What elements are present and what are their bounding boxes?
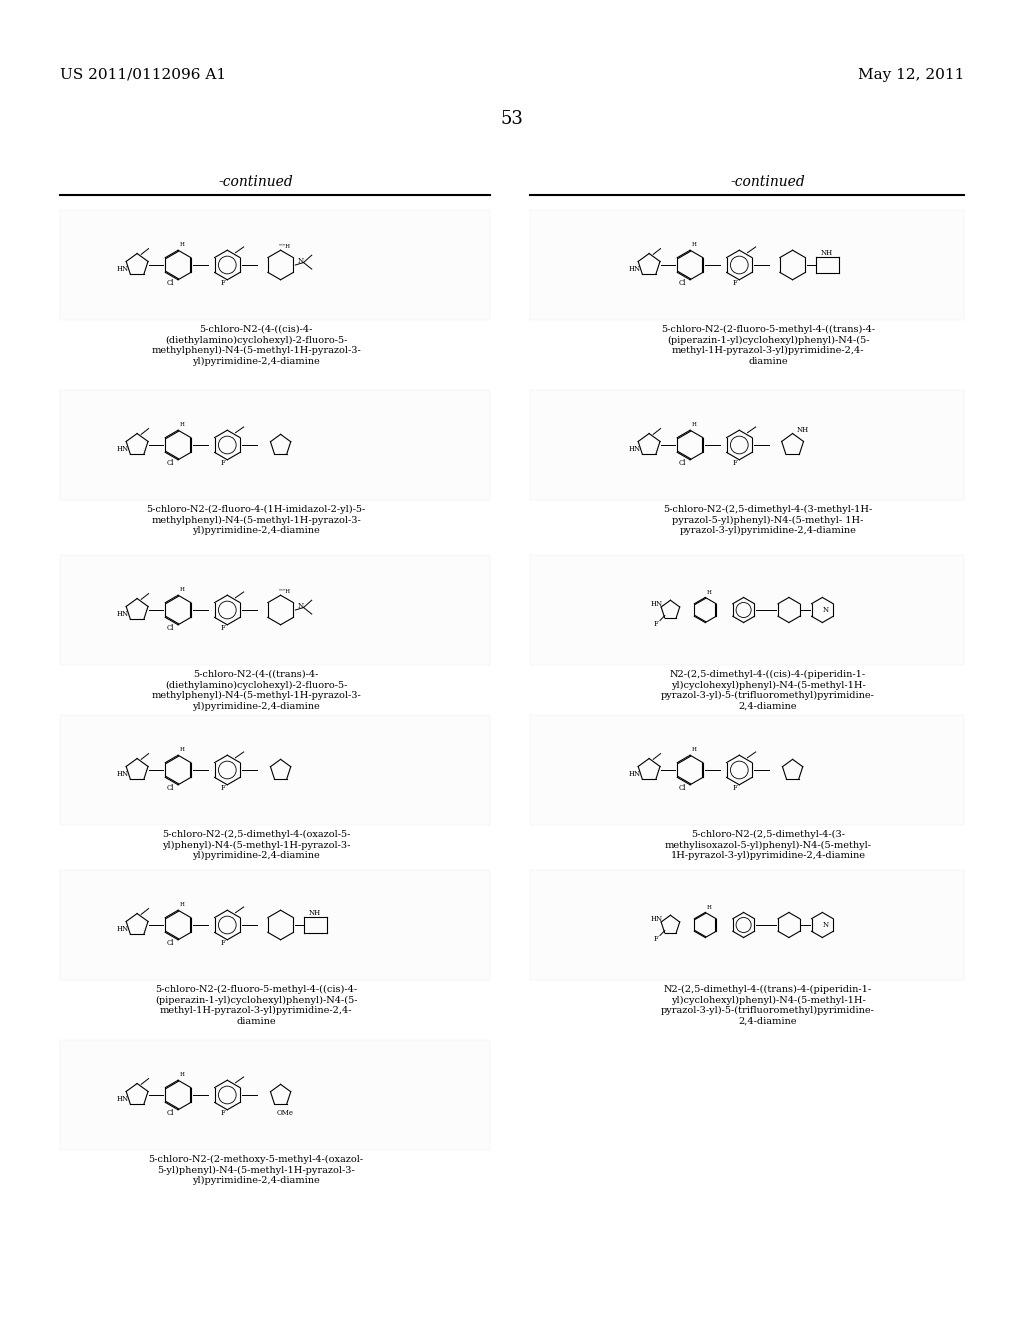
FancyBboxPatch shape xyxy=(60,870,490,979)
Text: Cl: Cl xyxy=(166,784,174,792)
Text: """H: """H xyxy=(279,590,291,594)
Text: F: F xyxy=(733,279,737,286)
Text: HN: HN xyxy=(117,445,128,453)
Text: 5-chloro-N2-(4-((cis)-4-
(diethylamino)cyclohexyl)-2-fluoro-5-
methylphenyl)-N4-: 5-chloro-N2-(4-((cis)-4- (diethylamino)c… xyxy=(152,325,360,366)
Text: H: H xyxy=(707,590,712,595)
Text: May 12, 2011: May 12, 2011 xyxy=(858,69,964,82)
Text: Cl: Cl xyxy=(166,624,174,632)
Text: HN: HN xyxy=(629,770,640,777)
Text: H: H xyxy=(692,422,696,426)
Text: H: H xyxy=(180,587,184,591)
Text: OMe: OMe xyxy=(276,1109,293,1117)
Text: N2-(2,5-dimethyl-4-((trans)-4-(piperidin-1-
yl)cyclohexyl)phenyl)-N4-(5-methyl-1: N2-(2,5-dimethyl-4-((trans)-4-(piperidin… xyxy=(662,985,874,1026)
Text: 5-chloro-N2-(2-fluoro-5-methyl-4-((trans)-4-
(piperazin-1-yl)cyclohexyl)phenyl)-: 5-chloro-N2-(2-fluoro-5-methyl-4-((trans… xyxy=(660,325,876,366)
Text: 5-chloro-N2-(2,5-dimethyl-4-(oxazol-5-
yl)phenyl)-N4-(5-methyl-1H-pyrazol-3-
yl): 5-chloro-N2-(2,5-dimethyl-4-(oxazol-5- y… xyxy=(162,830,350,861)
FancyBboxPatch shape xyxy=(60,1040,490,1150)
Text: -continued: -continued xyxy=(731,176,805,189)
Text: N: N xyxy=(823,921,828,929)
Text: 5-chloro-N2-(2-methoxy-5-methyl-4-(oxazol-
5-yl)phenyl)-N4-(5-methyl-1H-pyrazol-: 5-chloro-N2-(2-methoxy-5-methyl-4-(oxazo… xyxy=(148,1155,364,1185)
Text: 5-chloro-N2-(2-fluoro-5-methyl-4-((cis)-4-
(piperazin-1-yl)cyclohexyl)phenyl)-N4: 5-chloro-N2-(2-fluoro-5-methyl-4-((cis)-… xyxy=(155,985,357,1026)
Text: HN: HN xyxy=(629,265,640,273)
Text: Cl: Cl xyxy=(678,784,686,792)
Text: 5-chloro-N2-(2,5-dimethyl-4-(3-
methylisoxazol-5-yl)phenyl)-N4-(5-methyl-
1H-pyr: 5-chloro-N2-(2,5-dimethyl-4-(3- methylis… xyxy=(665,830,871,861)
Text: H: H xyxy=(180,1072,184,1077)
Text: H: H xyxy=(180,242,184,247)
FancyBboxPatch shape xyxy=(60,389,490,500)
Text: 5-chloro-N2-(2-fluoro-4-(1H-imidazol-2-yl)-5-
methylphenyl)-N4-(5-methyl-1H-pyra: 5-chloro-N2-(2-fluoro-4-(1H-imidazol-2-y… xyxy=(146,506,366,535)
Text: HN: HN xyxy=(629,445,640,453)
Text: HN: HN xyxy=(117,770,128,777)
Text: N: N xyxy=(298,257,304,265)
Text: F: F xyxy=(221,939,225,946)
Text: HN: HN xyxy=(117,265,128,273)
Text: H: H xyxy=(180,902,184,907)
Text: 5-chloro-N2-(2,5-dimethyl-4-(3-methyl-1H-
pyrazol-5-yl)phenyl)-N4-(5-methyl- 1H-: 5-chloro-N2-(2,5-dimethyl-4-(3-methyl-1H… xyxy=(664,506,872,535)
Text: US 2011/0112096 A1: US 2011/0112096 A1 xyxy=(60,69,226,82)
FancyBboxPatch shape xyxy=(60,715,490,825)
Text: Cl: Cl xyxy=(166,1109,174,1117)
Text: HN: HN xyxy=(117,925,128,933)
Text: H: H xyxy=(692,242,696,247)
Text: F: F xyxy=(221,1109,225,1117)
Text: Cl: Cl xyxy=(678,459,686,467)
FancyBboxPatch shape xyxy=(60,554,490,665)
Text: N2-(2,5-dimethyl-4-((cis)-4-(piperidin-1-
yl)cyclohexyl)phenyl)-N4-(5-methyl-1H-: N2-(2,5-dimethyl-4-((cis)-4-(piperidin-1… xyxy=(662,671,874,710)
Text: Cl: Cl xyxy=(166,939,174,946)
Text: Cl: Cl xyxy=(678,279,686,286)
Text: F: F xyxy=(221,624,225,632)
Text: F: F xyxy=(733,459,737,467)
Text: NH: NH xyxy=(821,248,834,256)
Text: Cl: Cl xyxy=(166,279,174,286)
FancyBboxPatch shape xyxy=(530,554,964,665)
Text: -continued: -continued xyxy=(219,176,293,189)
Text: Cl: Cl xyxy=(166,459,174,467)
FancyBboxPatch shape xyxy=(530,870,964,979)
Text: 5-chloro-N2-(4-((trans)-4-
(diethylamino)cyclohexyl)-2-fluoro-5-
methylphenyl)-N: 5-chloro-N2-(4-((trans)-4- (diethylamino… xyxy=(152,671,360,710)
Text: F: F xyxy=(654,620,658,628)
Text: F: F xyxy=(221,459,225,467)
FancyBboxPatch shape xyxy=(530,389,964,500)
FancyBboxPatch shape xyxy=(530,210,964,319)
FancyBboxPatch shape xyxy=(530,715,964,825)
Text: N: N xyxy=(823,606,828,614)
Text: """H: """H xyxy=(279,244,291,249)
Text: HN: HN xyxy=(117,1096,128,1104)
FancyBboxPatch shape xyxy=(60,210,490,319)
Text: HN: HN xyxy=(650,601,663,609)
Text: F: F xyxy=(733,784,737,792)
Text: N: N xyxy=(298,602,304,610)
Text: F: F xyxy=(221,279,225,286)
Text: H: H xyxy=(692,747,696,752)
Text: HN: HN xyxy=(117,610,128,618)
Text: H: H xyxy=(180,747,184,752)
Text: NH: NH xyxy=(309,908,322,916)
Text: F: F xyxy=(221,784,225,792)
Text: 53: 53 xyxy=(501,110,523,128)
Text: NH: NH xyxy=(797,426,809,434)
Text: HN: HN xyxy=(650,916,663,924)
Text: F: F xyxy=(654,935,658,942)
Text: H: H xyxy=(707,906,712,909)
Text: H: H xyxy=(180,422,184,426)
